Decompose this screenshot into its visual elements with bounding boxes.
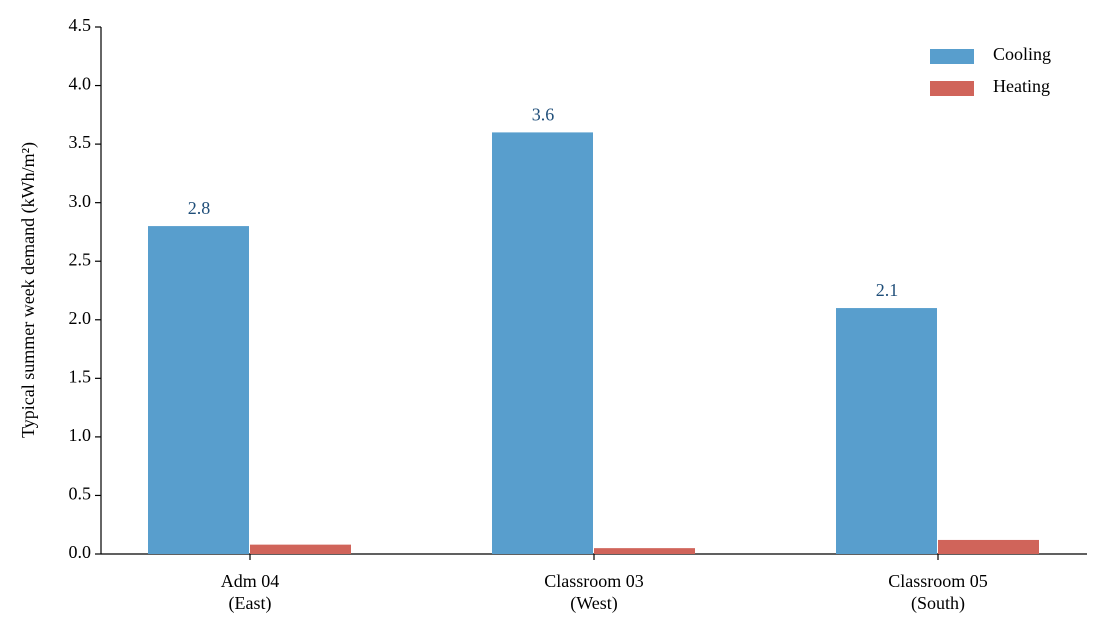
legend-label: Cooling (993, 44, 1051, 64)
bar (492, 132, 593, 554)
y-tick-label: 0.0 (69, 542, 92, 562)
value-label: 2.8 (188, 198, 211, 218)
y-tick-label: 3.5 (69, 132, 92, 152)
y-tick-label: 4.0 (69, 74, 92, 94)
x-tick-label: Adm 04 (East) (221, 571, 280, 614)
bar (250, 544, 351, 554)
legend-swatch (930, 81, 974, 96)
y-tick-label: 2.0 (69, 308, 92, 328)
y-tick-label: 3.0 (69, 191, 92, 211)
y-tick-label: 4.5 (69, 15, 92, 35)
legend-label: Heating (993, 76, 1050, 96)
value-label: 3.6 (532, 105, 555, 125)
bar (836, 308, 937, 554)
y-tick-label: 0.5 (69, 484, 92, 504)
x-tick-label: Classroom 05 (South) (888, 571, 988, 614)
legend-swatch (930, 49, 974, 64)
y-tick-label: 1.5 (69, 366, 92, 386)
value-label: 2.1 (876, 280, 899, 300)
x-tick-label: Classroom 03 (West) (544, 571, 644, 614)
y-axis-label: Typical summer week demand (kWh/m²) (18, 142, 39, 438)
bar (938, 539, 1039, 554)
bar (148, 226, 249, 555)
bar (594, 548, 695, 554)
y-tick-label: 2.5 (69, 249, 92, 269)
y-tick-label: 1.0 (69, 425, 92, 445)
